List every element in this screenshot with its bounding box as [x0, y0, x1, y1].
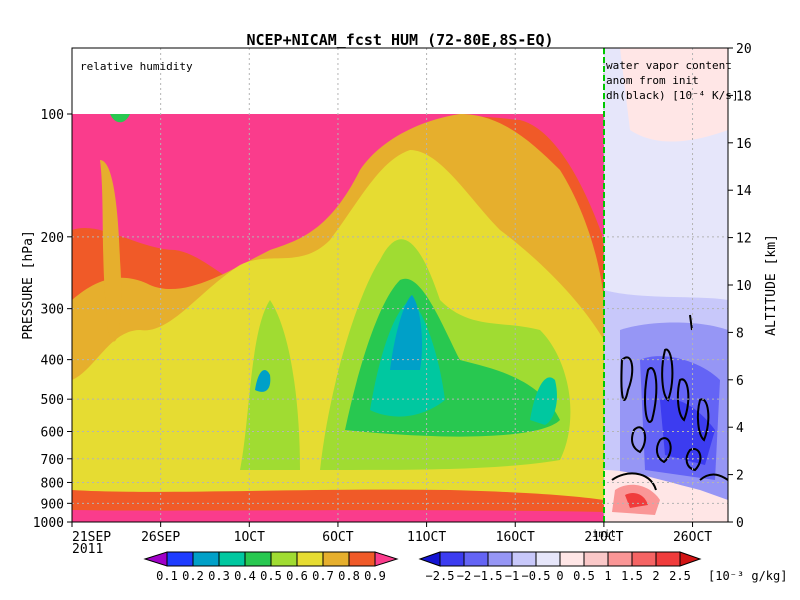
colorbar-swatch: [463, 551, 489, 567]
colorbar-label: 1: [604, 569, 611, 583]
colorbar-label: 0.5: [573, 569, 595, 583]
colorbar-relative-humidity: 0.1 0.2 0.3 0.4 0.5 0.6 0.7 0.8 0.9: [143, 551, 399, 583]
anomaly-field: [604, 48, 728, 522]
colorbar-swatch: [322, 551, 350, 567]
y-tick-left-label: 400: [41, 354, 64, 369]
colorbar-swatch: [348, 551, 376, 567]
y-tick-left-label: 700: [41, 453, 64, 468]
colorbar-swatch: [607, 551, 633, 567]
y-axis-left: 100 200 300 400 500 600 700 800 900 1000: [33, 108, 72, 531]
colorbar-anomaly-unit: [10⁻³ g/kg]: [708, 569, 787, 583]
colorbar-swatch: [192, 551, 220, 567]
y-axis-right-label: ALTITUDE [km]: [764, 234, 779, 336]
x-tick-label: 1OCT: [234, 530, 265, 545]
y-tick-right-label: 14: [736, 184, 752, 199]
y-tick-left-label: 1000: [33, 516, 64, 531]
y-tick-right-label: 4: [736, 421, 744, 436]
colorbar-swatch: [439, 551, 465, 567]
x-axis: 21SEP 26SEP 1OCT 6OCT 11OCT 16OCT 21OCT 26OCT: [71, 522, 712, 545]
colorbar-label: 0.6: [286, 569, 308, 583]
y-axis-left-label: PRESSURE [hPa]: [21, 230, 36, 340]
colorbar-label: 0: [556, 569, 563, 583]
x-tick-label: 26SEP: [141, 530, 180, 545]
y-tick-right-label: 2: [736, 469, 744, 484]
colorbar-label: 0.1: [156, 569, 178, 583]
colorbar-swatch: [559, 551, 585, 567]
annotation-line-1: water vapor content: [606, 59, 732, 72]
x-tick-label: 26OCT: [673, 530, 712, 545]
colorbar-swatch: [296, 551, 324, 567]
heating-contours: [611, 314, 728, 491]
y-tick-left-label: 800: [41, 476, 64, 491]
y-tick-right-label: 12: [736, 232, 752, 247]
y-tick-left-label: 100: [41, 108, 64, 123]
y-tick-right-label: 6: [736, 374, 744, 389]
colorbar-label: 2.5: [669, 569, 691, 583]
colorbar-swatch: [374, 551, 399, 567]
colorbar-label: 0.9: [364, 569, 386, 583]
colorbar-swatch: [218, 551, 246, 567]
colorbar-label: 2: [652, 569, 659, 583]
panel-label: relative humidity: [80, 60, 193, 73]
colorbar-swatch: [583, 551, 609, 567]
colorbar-swatch: [679, 551, 702, 567]
colorbar-label: 0.4: [234, 569, 256, 583]
y-tick-left-label: 600: [41, 425, 64, 440]
colorbar-label: −2.5: [426, 569, 455, 583]
y-tick-right-label: 0: [736, 516, 744, 531]
colorbar-swatch: [418, 551, 441, 567]
colorbar-label: 0.7: [312, 569, 334, 583]
y-tick-left-label: 200: [41, 231, 64, 246]
colorbar-swatch: [631, 551, 657, 567]
x-tick-label: 16OCT: [496, 530, 535, 545]
colorbar-swatch: [244, 551, 272, 567]
colorbar-label: 1.5: [621, 569, 643, 583]
y-tick-right-label: 8: [736, 326, 744, 341]
colorbar-swatch: [166, 551, 194, 567]
colorbar-label: −1.5: [474, 569, 503, 583]
x-tick-label: 21OCT: [584, 530, 623, 545]
y-axis-right: 0 2 4 6 8 10 12 14 16 18 20: [728, 42, 752, 531]
colorbar-label: 0.5: [260, 569, 282, 583]
colorbar-swatch: [143, 551, 168, 567]
x-tick-label: 21SEP: [72, 530, 111, 545]
y-tick-right-label: 16: [736, 137, 752, 152]
colorbar-label: −1: [505, 569, 519, 583]
x-tick-label: 11OCT: [407, 530, 446, 545]
colorbar-swatch: [511, 551, 537, 567]
y-tick-right-label: 10: [736, 279, 752, 294]
annotation-line-2: anom from init: [606, 74, 699, 87]
colorbar-swatch: [655, 551, 681, 567]
year-label: 2011: [72, 542, 103, 557]
grid: [72, 48, 728, 522]
colorbar-label: 0.3: [208, 569, 230, 583]
colorbar-label: −2: [457, 569, 471, 583]
colorbar-swatch: [535, 551, 561, 567]
colorbar-label: 0.2: [182, 569, 204, 583]
colorbar-label: 0.8: [338, 569, 360, 583]
y-tick-left-label: 500: [41, 393, 64, 408]
y-tick-right-label: 20: [736, 42, 752, 57]
x-tick-label: 6OCT: [322, 530, 353, 545]
init-label: init: [592, 529, 616, 540]
colorbar-swatch: [270, 551, 298, 567]
chart-title: NCEP+NICAM_fcst HUM (72-80E,8S-EQ): [246, 31, 553, 49]
y-tick-right-label: 18: [736, 89, 752, 104]
annotation-line-3: dh(black) [10⁻⁴ K/s]: [606, 89, 738, 102]
colorbar-swatch: [487, 551, 513, 567]
y-tick-left-label: 900: [41, 497, 64, 512]
colorbar-label: −0.5: [522, 569, 551, 583]
colorbar-anomaly: −2.5 −2 −1.5 −1 −0.5 0 0.5 1 1.5 2 2.5: [418, 551, 702, 583]
y-tick-left-label: 300: [41, 303, 64, 318]
